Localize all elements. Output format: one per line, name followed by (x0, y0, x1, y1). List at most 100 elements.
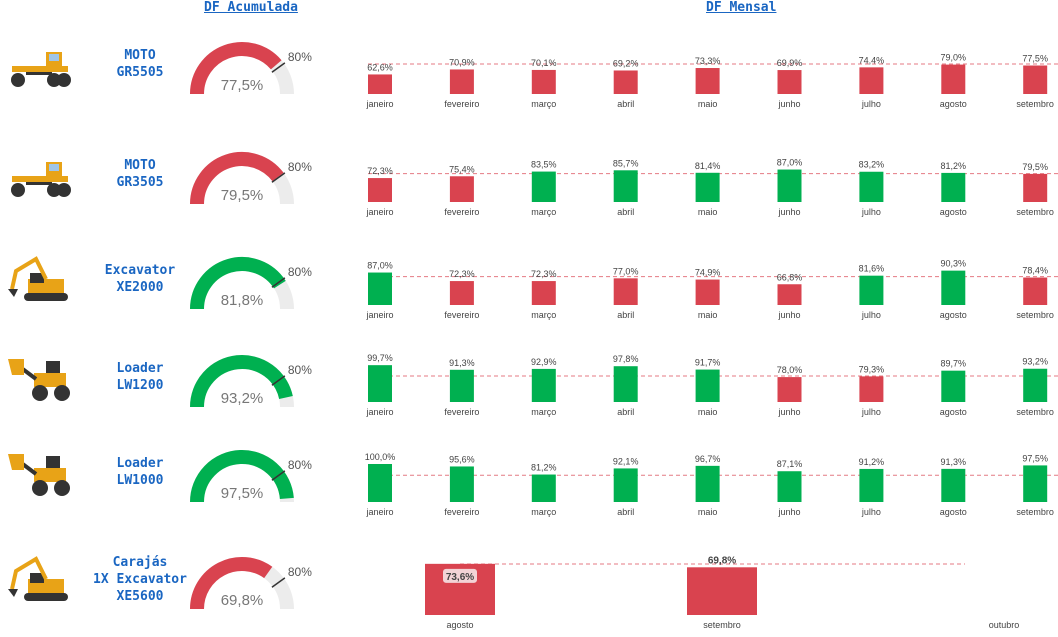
category-label: abril (617, 207, 634, 217)
bar-value-label: 92,1% (613, 456, 639, 466)
bar-value-label: 77,5% (1022, 54, 1048, 64)
bar (859, 275, 884, 305)
bar-value-label: 81,2% (531, 463, 557, 473)
machine-row: MOTO GR5505 80% 77,5% 62,6% janeiro 70,9% fever… (0, 20, 1058, 120)
bar-value-label: 62,6% (367, 62, 393, 72)
bar-value-label: 100,0% (365, 452, 396, 462)
category-label: agosto (940, 207, 967, 217)
bar-value-label: 66,8% (777, 272, 803, 282)
bar (531, 368, 556, 402)
bar-value-label: 91,3% (941, 457, 967, 467)
df-acumulada-gauge: 80% 77,5% (190, 42, 312, 95)
bar-value-label: 69,9% (777, 58, 803, 68)
machine-name-line: GR3505 (116, 175, 164, 190)
category-label: fevereiro (444, 207, 479, 217)
gauge-fill (190, 257, 286, 310)
machine-name-line: MOTO (124, 48, 156, 63)
bar (777, 169, 802, 202)
category-label: janeiro (365, 407, 393, 417)
machine-name: MOTO GR3505 (80, 157, 200, 191)
bar (941, 468, 966, 502)
bar-value-label: 70,9% (449, 57, 475, 67)
df-mensal-chart: 100,0% janeiro 95,6% fevereiro 81,2% março 92,… (365, 452, 1058, 517)
bar (777, 284, 802, 305)
bar (531, 69, 556, 94)
gauge-fill (190, 42, 282, 95)
category-label: fevereiro (444, 99, 479, 109)
category-label: setembro (1016, 507, 1054, 517)
bar (941, 270, 966, 305)
category-label: julho (861, 407, 881, 417)
bar (1023, 173, 1048, 202)
machine-row: Loader LW1000 80% 97,5% 100,0% janeiro 95,6% fe… (0, 430, 1058, 525)
category-label: setembro (703, 620, 741, 630)
bar (368, 464, 392, 502)
category-label: junho (777, 207, 800, 217)
bar-value-label: 97,5% (1022, 453, 1048, 463)
category-label: abril (617, 310, 634, 320)
bar-value-label: 79,3% (859, 364, 885, 374)
bar (613, 366, 638, 402)
category-label: março (531, 507, 556, 517)
category-label: outubro (989, 620, 1020, 630)
bar-value-label: 96,7% (695, 454, 721, 464)
bar-value-label: 78,0% (777, 365, 803, 375)
category-label: julho (861, 310, 881, 320)
category-label: maio (698, 99, 718, 109)
bar-value-label: 79,5% (1022, 162, 1048, 172)
category-label: janeiro (365, 99, 393, 109)
bar-value-label: 77,0% (613, 266, 639, 276)
bar (531, 474, 556, 502)
excavator-icon (8, 256, 68, 301)
bar (777, 70, 802, 94)
category-label: janeiro (365, 310, 393, 320)
bar-value-badge (443, 568, 477, 583)
bar-value-label: 83,2% (859, 160, 885, 170)
bar-value-label: 91,2% (859, 457, 885, 467)
df-acumulada-gauge: 80% 97,5% (190, 449, 312, 502)
bar (449, 466, 474, 502)
category-label: junho (777, 99, 800, 109)
gauge-value-label: 81,8% (221, 292, 264, 309)
machine-name: Carajás 1X Excavator XE5600 (80, 554, 200, 605)
bar (449, 281, 474, 305)
gauge-fill (190, 449, 294, 502)
bar (368, 272, 392, 305)
bar (859, 171, 884, 202)
df-acumulada-gauge: 80% 93,2% (190, 354, 312, 407)
machine-name-line: 1X Excavator (93, 571, 187, 587)
gauge-value-label: 97,5% (221, 485, 264, 502)
category-label: setembro (1016, 407, 1054, 417)
machine-name-line: XE5600 (116, 588, 164, 604)
bar-value-label: 91,7% (695, 358, 721, 368)
df-acumulada-gauge: 80% 69,8% (190, 557, 312, 610)
category-label: junho (777, 407, 800, 417)
gauge-target-label: 80% (288, 565, 312, 579)
bar (368, 365, 392, 402)
gauge-target-label: 80% (288, 160, 312, 174)
bar (1023, 65, 1048, 94)
bar-value-label: 70,1% (531, 58, 557, 68)
bar (531, 281, 556, 305)
motor-grader-icon (11, 162, 71, 197)
category-label: setembro (1016, 207, 1054, 217)
category-label: agosto (940, 407, 967, 417)
gauge-fill (190, 152, 284, 205)
bar-value-label: 90,3% (941, 259, 967, 269)
excavator-icon (8, 556, 68, 601)
bar-value-label: 69,2% (613, 58, 639, 68)
bar-value-label: 99,7% (367, 353, 393, 363)
category-label: janeiro (365, 507, 393, 517)
gauge-target-marker (271, 277, 286, 288)
bar-value-label: 72,3% (367, 166, 393, 176)
category-label: maio (698, 310, 718, 320)
category-label: abril (617, 99, 634, 109)
bar (1023, 465, 1048, 502)
df-mensal-header: DF Mensal (706, 0, 777, 15)
machine-name-line: Carajás (112, 554, 168, 570)
machine-name-line: Excavator (104, 263, 176, 278)
df-mensal-chart: 62,6% janeiro 70,9% fevereiro 70,1% março 69,2… (365, 53, 1058, 109)
bar (687, 567, 757, 615)
bar (613, 70, 638, 94)
bar-value-label: 73,3% (695, 56, 721, 66)
